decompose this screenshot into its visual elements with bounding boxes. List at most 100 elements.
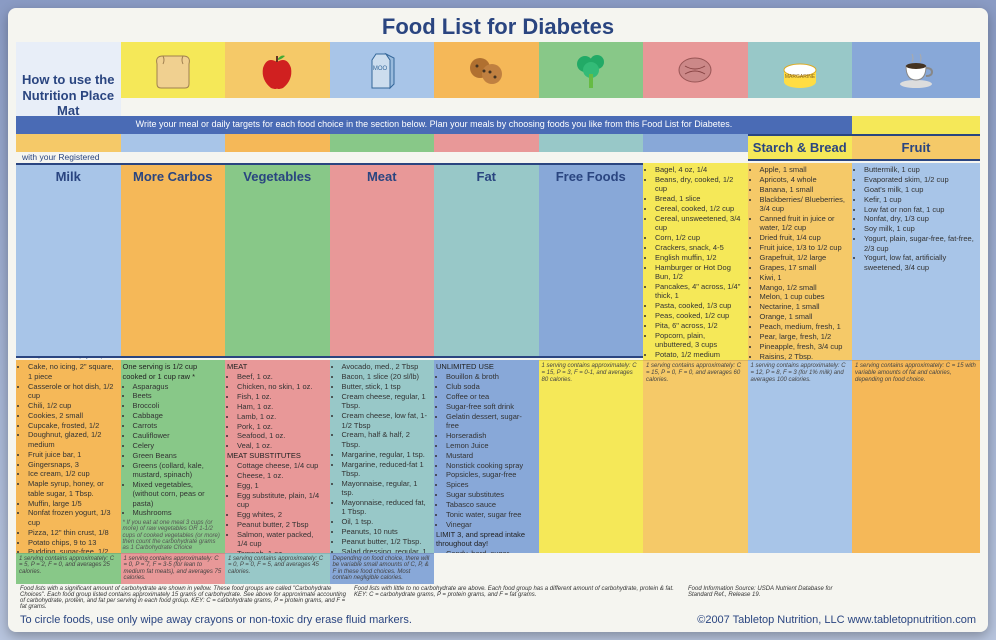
- list-item: Margarine, regular, 1 tsp.: [342, 450, 431, 459]
- list-item: Yogurt, plain, sugar-free, fat-free, 2/3…: [864, 234, 976, 253]
- col-header-3: More Carbos: [121, 163, 226, 358]
- subhead: One serving is 1/2 cup cooked or 1 cup r…: [123, 362, 222, 381]
- footer-left: Food lists with a significant amount of …: [20, 586, 348, 610]
- icon-cell-1: [225, 42, 330, 98]
- list-item: Soy milk, 1 cup: [864, 224, 976, 233]
- list-item: Beef, 1 oz.: [237, 372, 326, 381]
- list-item: Peanuts, 10 nuts: [342, 527, 431, 536]
- list-item: Cottage cheese, 1/4 cup: [237, 461, 326, 470]
- list-item: Bagel, 4 oz, 1/4: [655, 165, 744, 174]
- list-item: Canned fruit in juice or water, 1/2 cup: [760, 214, 849, 233]
- list-item: Popcorn, plain, unbuttered, 3 cups: [655, 331, 744, 350]
- list-item: Egg, 1: [237, 481, 326, 490]
- section-title: UNLIMITED USE: [436, 362, 535, 371]
- list-item: Raisins, 2 Tbsp.: [760, 352, 849, 361]
- serving-3: 1 serving contains approximately: C = 15…: [852, 360, 980, 552]
- list-item: Mushrooms: [133, 508, 222, 517]
- list-item: Nonstick cooking spray: [446, 461, 535, 470]
- list-item: Bacon, 1 slice (20 sl/lb): [342, 372, 431, 381]
- list-item: Cheese, 1 oz.: [237, 471, 326, 480]
- col-header-0: Starch & Bread: [748, 134, 853, 161]
- serving-0: 1 serving contains approximately: C = 15…: [539, 360, 644, 552]
- list-item: Cauliflower: [133, 431, 222, 440]
- list-item: Potato, 1/2 medium: [655, 350, 744, 359]
- bottom-line: To circle foods, use only wipe away cray…: [16, 612, 980, 626]
- list-item: Pita, 6" across, 1/2: [655, 321, 744, 330]
- list-item: Peas, cooked, 1/2 cup: [655, 311, 744, 320]
- list-item: Orange, 1 small: [760, 312, 849, 321]
- list-item: Margarine, reduced-fat 1 Tbsp.: [342, 460, 431, 479]
- footer-right: Food lists with little to no carbohydrat…: [354, 586, 682, 610]
- page-title: Food List for Diabetes: [16, 14, 980, 40]
- gap-0: [852, 116, 980, 134]
- serving-5: 1 serving contains approximately: C = 0,…: [121, 553, 226, 584]
- list-item: Chicken, no skin, 1 oz.: [237, 382, 326, 391]
- list-item: Nectarine, 1 small: [760, 302, 849, 311]
- list-item: Horseradish: [446, 431, 535, 440]
- icon-cell-3: [434, 42, 539, 98]
- gap-3: [225, 134, 330, 152]
- list-item: Cream cheese, regular, 1 Tbsp.: [342, 392, 431, 411]
- list-item: Peanut butter, 1/2 Tbsp.: [342, 537, 431, 546]
- list-item: Butter, stick, 1 tsp: [342, 382, 431, 391]
- list-item: Mixed vegetables, (without corn, peas or…: [133, 480, 222, 508]
- list-item: Seafood, 1 oz.: [237, 431, 326, 440]
- list-item: Mayonnaise, reduced fat, 1 Tbsp.: [342, 498, 431, 517]
- list-item: Tabasco sauce: [446, 500, 535, 509]
- list-item: Potato chips, 9 to 13: [28, 538, 117, 547]
- list-item: Peach, medium, fresh, 1: [760, 322, 849, 331]
- icon-cell-6: MARGARINE: [748, 42, 853, 98]
- list-item: Banana, 1 small: [760, 185, 849, 194]
- serving-1: 1 serving contains approximately: C = 15…: [643, 360, 748, 552]
- meat-icon: [671, 46, 719, 94]
- list-item: Mayonnaise, regular, 1 tsp.: [342, 479, 431, 498]
- serving-7: Depending on food choice, there will be …: [330, 553, 435, 584]
- col-header-2: Milk: [16, 163, 121, 358]
- list-item: Crackers, snack, 4-5: [655, 243, 744, 252]
- list-item: Fruit juice, 1/3 to 1/2 cup: [760, 243, 849, 252]
- list-item: Beets: [133, 391, 222, 400]
- list-item: Pasta, cooked, 1/3 cup: [655, 301, 744, 310]
- list-item: Muffin, large 1/5: [28, 499, 117, 508]
- list-item: Egg substitute, plain, 1/4 cup: [237, 491, 326, 510]
- icon-cell-7: [852, 42, 980, 98]
- list-item: Melon, 1 cup cubes: [760, 292, 849, 301]
- milk-icon: MOO: [358, 46, 406, 94]
- list-item: Sugar substitutes: [446, 490, 535, 499]
- list-item: Hamburger or Hot Dog Bun, 1/2: [655, 263, 744, 282]
- serving-6: 1 serving contains approximately: C = 0,…: [225, 553, 330, 584]
- list-item: Corn, 1/2 cup: [655, 233, 744, 242]
- list-item: Bread, 1 slice: [655, 194, 744, 203]
- list-item: Vinegar: [446, 520, 535, 529]
- list-item: Dried fruit, 1/4 cup: [760, 233, 849, 242]
- gap-4: [330, 134, 435, 152]
- list-item: Nonfat frozen yogurt, 1/3 cup: [28, 508, 117, 527]
- col-header-6: Fat: [434, 163, 539, 358]
- list-item: Yogurt, low fat, artificially sweetened,…: [864, 253, 976, 272]
- footer-source: Food Information Source: USDA Nutrient D…: [688, 586, 848, 610]
- col-body-7: UNLIMITED USEBouillon & brothClub sodaCo…: [434, 360, 539, 552]
- list-item: Kefir, 1 cup: [864, 195, 976, 204]
- gap-6: [539, 134, 644, 152]
- list-item: Goat's milk, 1 cup: [864, 185, 976, 194]
- list-item: Bouillon & broth: [446, 372, 535, 381]
- list-item: Candy, hard, sugar-free...1 candy: [446, 549, 535, 553]
- list-item: Grapes, 17 small: [760, 263, 849, 272]
- list-item: Peanut butter, 2 Tbsp: [237, 520, 326, 529]
- list-item: Fish, 1 oz.: [237, 392, 326, 401]
- serving-2: 1 serving contains approximately: C = 12…: [748, 360, 853, 552]
- list-item: Lemon Juice: [446, 441, 535, 450]
- gap-1: [16, 134, 121, 152]
- gap-5: [434, 134, 539, 152]
- bread-icon: [149, 46, 197, 94]
- list-item: Greens (collard, kale, mustard, spinach): [133, 461, 222, 480]
- list-item: Tonic water, sugar free: [446, 510, 535, 519]
- list-item: Mustard: [446, 451, 535, 460]
- list-item: Blackberries/ Blueberries, 3/4 cup: [760, 195, 849, 214]
- list-item: Ice cream, 1/2 cup: [28, 469, 117, 478]
- list-item: Cereal, unsweetened, 3/4 cup: [655, 214, 744, 233]
- list-item: Kiwi, 1: [760, 273, 849, 282]
- col-body-3: Cake, no icing, 2" square, 1 pieceCasser…: [16, 360, 121, 552]
- col-body-4: One serving is 1/2 cup cooked or 1 cup r…: [121, 360, 226, 552]
- list-item: Apple, 1 small: [760, 165, 849, 174]
